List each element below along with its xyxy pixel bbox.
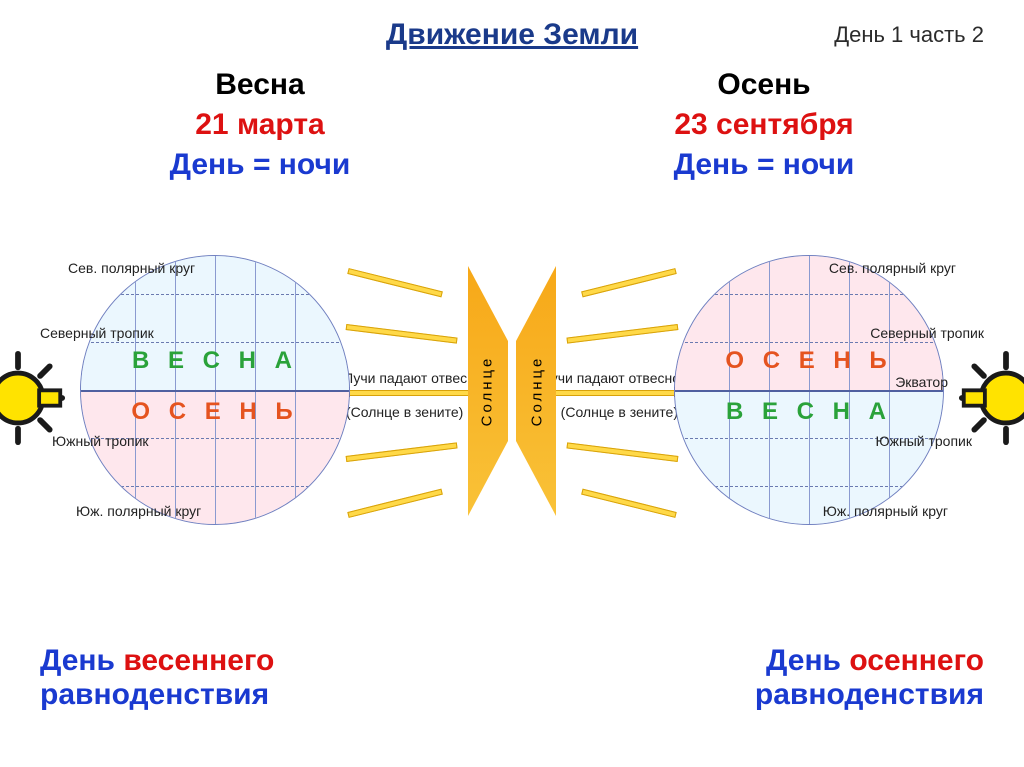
sun-bulb-right-icon — [958, 350, 1024, 446]
autumn-equality: День = ночи — [634, 148, 894, 182]
spring-bottom-line2: равноденствия — [40, 678, 400, 712]
ray-label-left-1: Лучи падают отвесно — [344, 370, 483, 386]
ray-label-right-1: Лучи падают отвесно — [541, 370, 680, 386]
rays-left: Лучи падают отвесно (Солнце в зените) — [350, 280, 478, 500]
label-ntropic-right: Северный тропик — [870, 325, 984, 341]
autumn-equinox-label: День осеннего равноденствия — [624, 644, 984, 712]
ray-label-right-2: (Солнце в зените) — [561, 404, 678, 420]
label-spc-left: Юж. полярный круг — [76, 503, 201, 519]
sun-label-right: Солнце — [529, 341, 546, 441]
spring-equinox-label: День весеннего равноденствия — [40, 644, 400, 712]
globe-left: В Е С Н А О С Е Н Ь Сев. полярный круг С… — [80, 255, 350, 525]
ray-label-left-2: (Солнце в зените) — [346, 404, 463, 420]
label-ntropic-left: Северный тропик — [40, 325, 154, 341]
spring-bottom-accent: весеннего — [123, 644, 274, 677]
sun-label-left: Солнце — [479, 341, 496, 441]
rays-right: Лучи падают отвесно (Солнце в зените) — [546, 280, 674, 500]
autumn-date: 23 сентября — [634, 108, 894, 142]
autumn-heading: Осень 23 сентября День = ночи — [634, 68, 894, 182]
autumn-bottom-line2: равноденствия — [624, 678, 984, 712]
page-title: Движение Земли — [386, 18, 638, 52]
spring-bottom-prefix: День — [40, 644, 123, 677]
diagram-area: Лучи падают отвесно (Солнце в зените) Лу… — [0, 220, 1024, 560]
label-npc-left: Сев. полярный круг — [68, 260, 195, 276]
label-spc-right: Юж. полярный круг — [823, 503, 948, 519]
spring-heading: Весна 21 марта День = ночи — [130, 68, 390, 182]
globe-right: О С Е Н Ь В Е С Н А Сев. полярный круг С… — [674, 255, 944, 525]
autumn-season: Осень — [634, 68, 894, 102]
label-stropic-right: Южный тропик — [875, 433, 972, 449]
label-equator-right: Экватор — [895, 374, 948, 390]
autumn-bottom-prefix: День — [766, 644, 849, 677]
corner-label: День 1 часть 2 — [834, 22, 984, 48]
label-npc-right: Сев. полярный круг — [829, 260, 956, 276]
spring-season: Весна — [130, 68, 390, 102]
spring-equality: День = ночи — [130, 148, 390, 182]
autumn-bottom-accent: осеннего — [849, 644, 984, 677]
sun-column: Солнце Солнце — [468, 266, 556, 516]
spring-date: 21 марта — [130, 108, 390, 142]
sun-bulb-left-icon — [0, 350, 66, 446]
label-stropic-left: Южный тропик — [52, 433, 149, 449]
